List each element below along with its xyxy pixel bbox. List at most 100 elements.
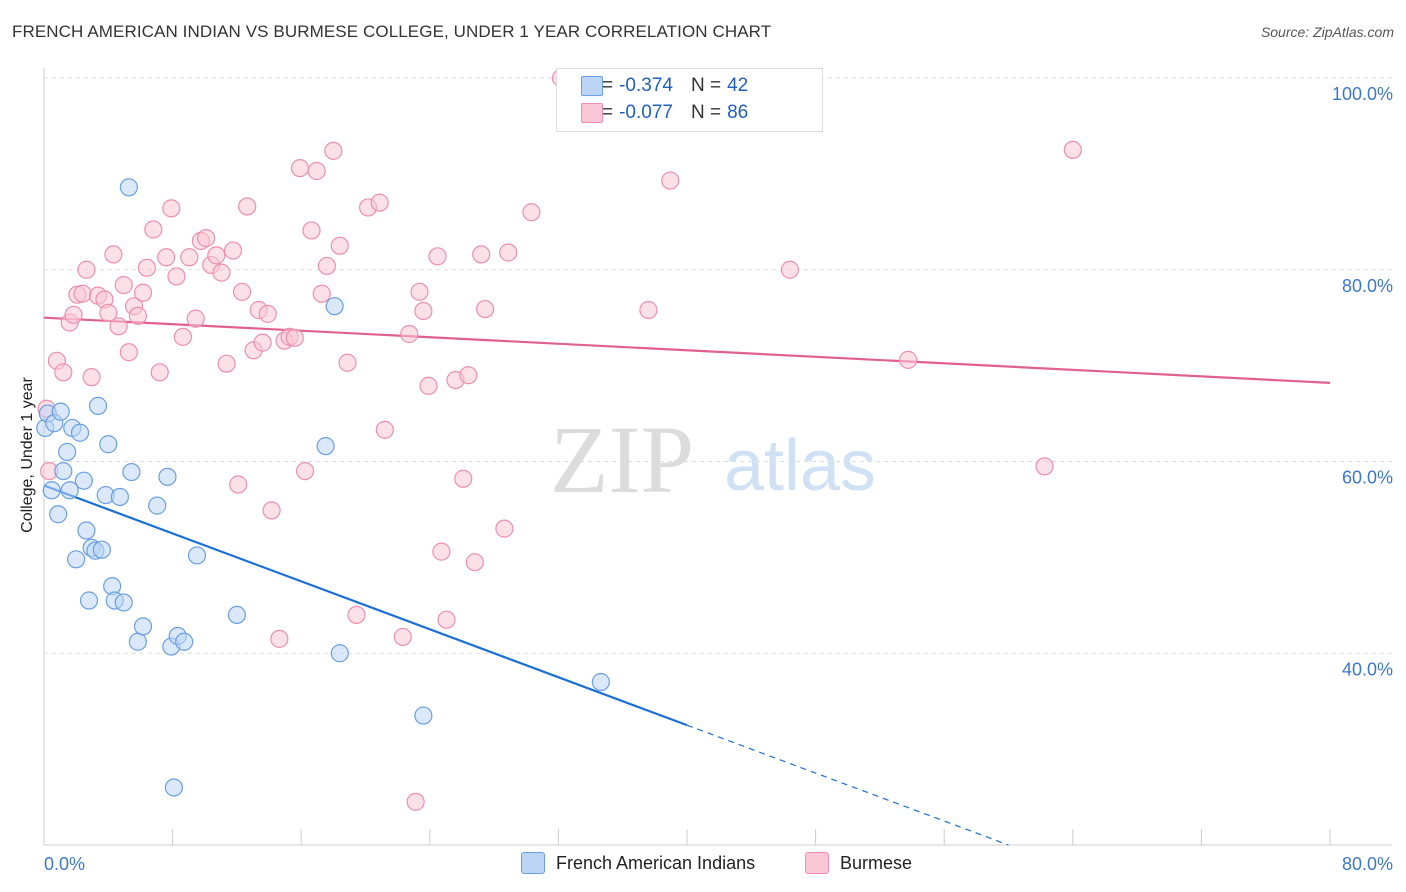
tick-labels: 100.0% 80.0% 60.0% 40.0% 0.0% 80.0% [44,84,1393,874]
point-french [122,462,141,482]
point-french [88,396,108,415]
trend-line-french [43,484,688,727]
source-attribution: Source: ZipAtlas.com [1260,24,1394,40]
point-burmese [77,260,96,279]
point-burmese [114,275,133,295]
point-french [187,546,207,565]
series-legend: French American Indians Burmese [0,852,1406,878]
point-french [175,632,194,651]
point-burmese [150,363,169,382]
point-burmese [400,324,419,344]
y-tick-label: 100.0% [1332,84,1393,104]
point-french [591,672,610,692]
legend-r-value-french: -0.374 [619,75,673,96]
point-burmese [144,220,163,239]
point-burmese [428,247,447,266]
axes [43,68,1392,846]
legend-item-burmese[interactable]: Burmese [805,852,912,874]
point-burmese [330,236,349,255]
point-burmese [109,317,128,336]
point-burmese [104,245,123,264]
point-french [67,550,86,569]
point-burmese [186,309,205,328]
x-tick-label-min: 0.0% [44,854,85,874]
point-french [99,435,118,454]
point-burmese [180,248,199,267]
point-french [54,461,73,481]
point-burmese [119,343,138,362]
point-burmese [137,258,156,277]
point-burmese [223,241,243,260]
chart-title: FRENCH AMERICAN INDIAN VS BURMESE COLLEG… [12,22,772,41]
point-burmese [312,284,331,303]
point-french [316,437,335,456]
watermark-zip: ZIP [550,406,694,513]
point-burmese [522,203,541,222]
point-burmese [414,301,433,321]
point-burmese [302,221,321,240]
legend-n-label: N = [690,75,722,96]
point-french [74,471,93,490]
point-french [70,423,90,442]
point-burmese [258,304,277,323]
x-tick-label-max: 80.0% [1342,854,1393,874]
point-french [133,617,153,636]
data-points [36,68,1082,811]
correlation-legend: R = -0.374 N = 42 R = -0.077 N = 86 [556,68,823,132]
point-burmese [459,366,478,385]
point-french [414,706,433,725]
point-burmese [133,283,153,302]
point-burmese [1035,457,1054,476]
point-burmese [317,256,337,276]
point-burmese [295,461,315,481]
point-burmese [162,199,181,218]
point-burmese [661,171,680,190]
legend-swatch-burmese [581,103,603,123]
point-burmese [307,161,326,181]
point-burmese [285,328,304,347]
legend-item-french[interactable]: French American Indians [521,852,755,874]
point-burmese [375,420,394,439]
point-french [92,540,111,559]
point-french [128,632,147,651]
point-french [148,496,167,515]
trend-line-burmese [43,316,1331,384]
point-burmese [157,248,176,267]
point-burmese [454,469,473,488]
point-french [227,605,246,625]
legend-swatch-french [581,76,603,96]
point-burmese [128,306,147,325]
legend-row-french: R = -0.374 N = 42 [581,73,748,99]
y-tick-label: 60.0% [1342,468,1393,488]
point-french [325,297,344,316]
point-burmese [410,282,429,301]
trend-line-french-extension [686,724,1009,846]
point-burmese [270,629,289,648]
point-burmese [54,363,73,382]
point-burmese [217,354,236,373]
point-burmese [475,299,495,319]
point-burmese [238,197,257,216]
point-burmese [406,792,425,811]
point-french [158,467,177,486]
point-burmese [212,263,231,282]
legend-swatch-burmese [805,852,829,874]
point-burmese [465,553,484,572]
point-burmese [780,260,799,279]
point-burmese [207,246,226,265]
gridlines [44,77,1392,654]
point-french [79,591,99,610]
point-burmese [167,267,186,286]
point-burmese [472,245,491,264]
point-burmese [495,519,514,538]
point-burmese [419,376,438,395]
point-burmese [499,243,518,262]
point-burmese [196,229,216,248]
legend-label-french: French American Indians [556,852,756,873]
point-french [119,178,138,197]
point-burmese [899,350,918,369]
point-burmese [253,333,272,352]
point-burmese [99,303,118,322]
point-french [77,521,96,540]
